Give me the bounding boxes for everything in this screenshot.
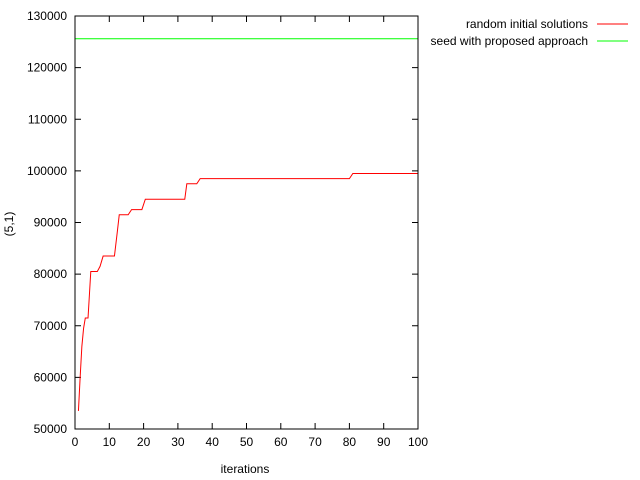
y-tick-label: 70000 [34, 319, 68, 333]
y-tick-label: 80000 [34, 267, 68, 281]
x-tick-label: 30 [171, 435, 185, 449]
x-tick-label: 60 [274, 435, 288, 449]
legend-label-2: seed with proposed approach [431, 34, 588, 48]
y-tick-label: 110000 [28, 112, 67, 126]
x-tick-label: 40 [206, 435, 220, 449]
series-line-1 [77, 172, 418, 411]
x-axis-label: iterations [221, 462, 270, 476]
series-layer [75, 38, 418, 411]
legend-label-1: random initial solutions [466, 17, 588, 31]
x-tick-label: 0 [72, 435, 79, 449]
plot-frame [74, 15, 419, 430]
y-axis-label: (5,1) [2, 212, 16, 237]
legend: random initial solutions seed with propos… [431, 17, 628, 48]
x-tick-label: 10 [103, 435, 117, 449]
x-axis-ticks: 0 10 20 30 40 50 60 70 80 90 100 [72, 16, 428, 449]
x-tick-label: 80 [343, 435, 357, 449]
y-tick-label: 50000 [34, 422, 68, 436]
x-tick-label: 50 [240, 435, 254, 449]
y-tick-label: 90000 [34, 216, 68, 230]
y-axis-ticks: 50000 60000 70000 80000 90000 100000 110000 120… [27, 9, 418, 436]
y-tick-label: 130000 [27, 9, 67, 23]
y-tick-label: 60000 [34, 370, 68, 384]
x-tick-label: 100 [408, 435, 428, 449]
x-tick-label: 20 [137, 435, 151, 449]
y-tick-label: 120000 [27, 61, 67, 75]
x-tick-label: 90 [377, 435, 391, 449]
x-tick-label: 70 [308, 435, 322, 449]
y-tick-label: 100000 [27, 164, 67, 178]
